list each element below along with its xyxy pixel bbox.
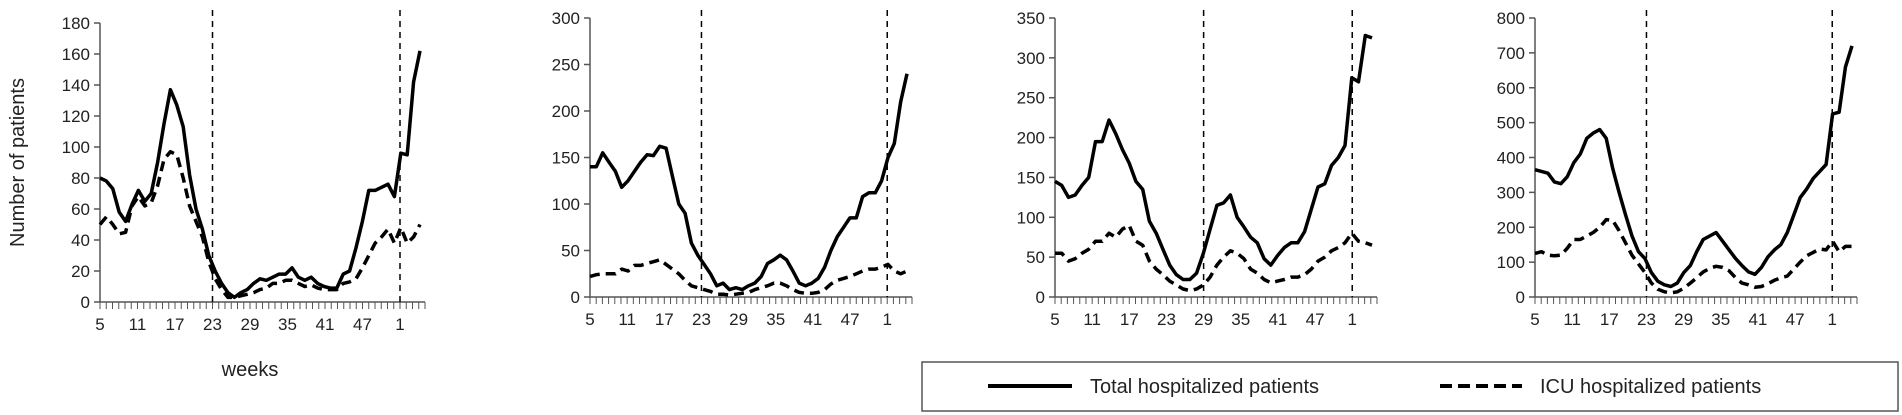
y-tick-label: 100 xyxy=(1497,253,1525,272)
y-tick-label: 120 xyxy=(62,107,90,126)
total-series-line xyxy=(1054,33,1373,282)
y-tick-label: 100 xyxy=(62,138,90,157)
y-tick-label: 250 xyxy=(1017,89,1045,108)
x-tick-label: 17 xyxy=(166,315,185,334)
y-tick-label: 400 xyxy=(1497,149,1525,168)
icu-series-line xyxy=(589,258,908,297)
x-tick-label: 41 xyxy=(316,315,335,334)
y-tick-label: 0 xyxy=(571,288,580,307)
y-tick-label: 100 xyxy=(552,195,580,214)
y-tick-label: 150 xyxy=(1017,168,1045,187)
chart-panel-1: 0 20 40 60 80 100 120 140 160 180 5 11 17 23 29 35 41 47 1… xyxy=(7,10,426,381)
legend-label-total: Total hospitalized patients xyxy=(1090,376,1319,398)
y-tick-label: 200 xyxy=(552,102,580,121)
x-tick-label: 35 xyxy=(766,310,785,329)
y-tick-label: 250 xyxy=(552,56,580,75)
x-tick-label: 47 xyxy=(1306,310,1325,329)
y-tick-label: 140 xyxy=(62,76,90,95)
y-tick-label: 180 xyxy=(62,14,90,33)
y-tick-label: 100 xyxy=(1017,208,1045,227)
x-tick-label: 11 xyxy=(618,310,636,329)
legend-label-icu: ICU hospitalized patients xyxy=(1540,376,1761,398)
chart-panel-2: 0 50 100 150 200 250 300 5 11 17 23 29 35 41 47 1 xyxy=(552,9,913,329)
icu-series-line xyxy=(1055,223,1373,293)
x-axis-title: weeks xyxy=(221,359,279,381)
y-tick-label: 200 xyxy=(1017,129,1045,148)
y-tick-label: 600 xyxy=(1497,79,1525,98)
x-tick-label: 41 xyxy=(1268,310,1287,329)
x-tick-label: 35 xyxy=(278,315,297,334)
y-tick-label: 700 xyxy=(1497,44,1525,63)
x-tick-label: 35 xyxy=(1231,310,1250,329)
x-tick-label: 17 xyxy=(1600,310,1619,329)
x-tick-label: 29 xyxy=(729,310,748,329)
x-tick-label: 23 xyxy=(692,310,711,329)
icu-series-line xyxy=(98,149,422,300)
legend-box xyxy=(921,361,1899,412)
y-tick-label: 200 xyxy=(1497,218,1525,237)
total-series-line xyxy=(590,73,909,292)
y-tick-label: 160 xyxy=(62,45,90,64)
x-tick-label: 11 xyxy=(1083,310,1101,329)
total-series-line xyxy=(1534,45,1854,289)
x-tick-label: 29 xyxy=(241,315,260,334)
x-tick-label: 35 xyxy=(1711,310,1730,329)
y-tick-label: 0 xyxy=(1036,288,1045,307)
y-tick-label: 50 xyxy=(561,242,580,261)
x-tick-label: 5 xyxy=(585,310,594,329)
x-tick-label: 5 xyxy=(1050,310,1059,329)
icu-series-line xyxy=(1534,217,1852,295)
total-series-line xyxy=(99,50,422,300)
x-tick-label: 47 xyxy=(1786,310,1805,329)
x-tick-label: 5 xyxy=(1530,310,1539,329)
x-tick-label: 23 xyxy=(1157,310,1176,329)
y-tick-label: 300 xyxy=(1017,49,1045,68)
x-tick-label: 1 xyxy=(882,310,891,329)
x-tick-label: 17 xyxy=(655,310,674,329)
y-tick-label: 350 xyxy=(1017,9,1045,28)
x-tick-label: 29 xyxy=(1674,310,1693,329)
x-tick-label: 41 xyxy=(1748,310,1767,329)
y-tick-label: 300 xyxy=(552,9,580,28)
x-tick-label: 41 xyxy=(803,310,822,329)
y-tick-label: 50 xyxy=(1026,248,1045,267)
y-tick-label: 80 xyxy=(71,169,90,188)
chart-panel-3: 0 50 100 150 200 250 300 350 5 11 17 23 29 35 41 47 1 xyxy=(1017,9,1378,329)
x-tick-label: 29 xyxy=(1194,310,1213,329)
x-tick-label: 47 xyxy=(841,310,860,329)
x-tick-label: 11 xyxy=(1563,310,1581,329)
x-tick-label: 1 xyxy=(1347,310,1356,329)
y-tick-label: 150 xyxy=(552,149,580,168)
x-tick-label: 17 xyxy=(1120,310,1139,329)
x-tick-label: 1 xyxy=(1827,310,1836,329)
x-tick-label: 23 xyxy=(1637,310,1656,329)
y-axis-title: Number of patients xyxy=(7,78,29,247)
y-tick-label: 40 xyxy=(71,231,90,250)
x-tick-label: 5 xyxy=(95,315,104,334)
x-tick-label: 23 xyxy=(203,315,222,334)
y-tick-label: 60 xyxy=(71,200,90,219)
x-tick-label: 47 xyxy=(353,315,372,334)
y-tick-label: 0 xyxy=(81,293,90,312)
y-tick-label: 0 xyxy=(1516,288,1525,307)
chart-panel-4: 0 100 200 300 400 500 600 700 800 5 11 17 23 29 35 41 47… xyxy=(1497,9,1858,329)
legend: Total hospitalized patients ICU hospital… xyxy=(921,361,1899,412)
x-tick-label: 1 xyxy=(395,315,404,334)
x-tick-label: 11 xyxy=(129,315,147,334)
y-tick-label: 20 xyxy=(71,262,90,281)
y-tick-label: 500 xyxy=(1497,114,1525,133)
y-tick-label: 800 xyxy=(1497,9,1525,28)
y-tick-label: 300 xyxy=(1497,183,1525,202)
